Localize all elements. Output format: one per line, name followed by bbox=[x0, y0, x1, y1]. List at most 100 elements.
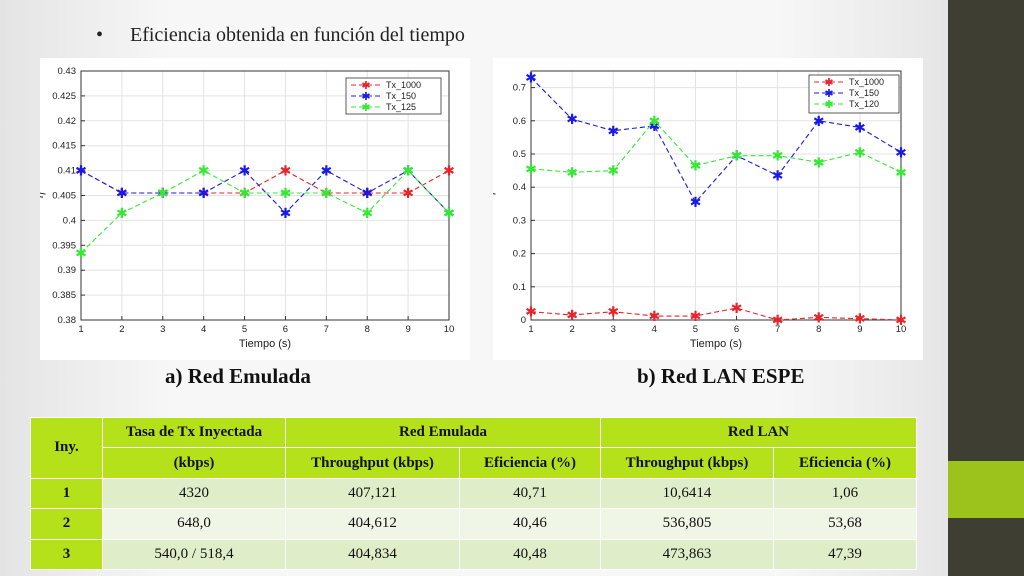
cell-tasa: 540,0 / 518,4 bbox=[102, 538, 286, 571]
y-tick-label: 0 bbox=[521, 315, 526, 326]
x-axis-label: Tiempo (s) bbox=[239, 338, 291, 350]
y-tick-label: 0.4 bbox=[513, 182, 526, 193]
chart-red-lan-espe: 0 0.1 0.2 0.3 0.4 0.5 0.6 0.7 1 2 3 4 5 6 7 8 9 10 Tiempo … bbox=[493, 58, 923, 360]
y-tick-label: 0.3 bbox=[513, 215, 526, 226]
data-point-marker: ✱ bbox=[116, 186, 128, 202]
cell-eficiencia-emulada: 40,48 bbox=[459, 538, 601, 571]
data-point-marker: ✱ bbox=[854, 120, 866, 136]
cell-iny: 3 bbox=[30, 538, 103, 571]
header-red-emulada: Red Emulada bbox=[285, 416, 601, 449]
data-point-marker: ✱ bbox=[525, 71, 537, 87]
data-point-marker: ✱ bbox=[320, 186, 332, 202]
y-axis-label: η bbox=[493, 192, 496, 199]
data-point-marker: ✱ bbox=[361, 186, 373, 202]
data-point-marker: ✱ bbox=[772, 313, 784, 329]
data-point-marker: ✱ bbox=[116, 206, 128, 222]
results-table: Iny. Tasa de Tx Inyectada Red Emulada Re… bbox=[30, 416, 918, 571]
x-tick-label: 9 bbox=[857, 324, 862, 335]
series-line-Tx_1000 bbox=[530, 307, 902, 321]
header-throughput-lan: Throughput (kbps) bbox=[600, 447, 774, 479]
data-point-marker: ✱ bbox=[566, 165, 578, 181]
y-tick-label: 0.7 bbox=[513, 83, 526, 94]
cell-iny: 1 bbox=[30, 477, 103, 510]
data-point-marker: ✱ bbox=[280, 164, 292, 180]
x-tick-label: 3 bbox=[160, 324, 165, 335]
cell-throughput-emulada: 407,121 bbox=[285, 477, 460, 510]
cell-eficiencia-emulada: 40,71 bbox=[459, 477, 601, 510]
data-point-marker: ✱ bbox=[854, 145, 866, 161]
legend-label: Tx_125 bbox=[386, 102, 416, 112]
data-point-marker: ✱ bbox=[895, 165, 907, 181]
header-tasa-line-1: Tasa de Tx Inyectada bbox=[102, 416, 286, 449]
data-point-marker: ✱ bbox=[648, 114, 660, 130]
table-header-row-2: (kbps) Throughput (kbps) Eficiencia (%) … bbox=[30, 447, 918, 479]
x-tick-label: 2 bbox=[119, 324, 124, 335]
cell-throughput-lan: 10,6414 bbox=[600, 477, 774, 510]
bullet-marker: • bbox=[96, 24, 104, 46]
header-tasa-line-2: (kbps) bbox=[102, 447, 286, 479]
data-point-marker: ✱ bbox=[402, 186, 414, 202]
caption-red-lan-espe: b) Red LAN ESPE bbox=[637, 364, 805, 388]
x-tick-label: 4 bbox=[652, 324, 657, 335]
legend-marker: ✱ bbox=[361, 101, 370, 114]
data-point-marker: ✱ bbox=[443, 164, 455, 180]
plot-frame bbox=[530, 70, 902, 321]
data-point-marker: ✱ bbox=[607, 124, 619, 140]
y-tick-label: 0.425 bbox=[52, 91, 76, 102]
data-point-marker: ✱ bbox=[320, 186, 332, 202]
legend-marker: ✱ bbox=[824, 76, 833, 89]
data-point-marker: ✱ bbox=[198, 186, 210, 202]
data-point-marker: ✱ bbox=[895, 145, 907, 161]
cell-eficiencia-lan: 1,06 bbox=[772, 477, 918, 510]
legend-label: Tx_1000 bbox=[849, 77, 884, 87]
chart-red-emulada: 0.38 0.385 0.39 0.395 0.4 0.405 0.41 0.415 0.42 0… bbox=[40, 58, 470, 360]
y-tick-label: 0.39 bbox=[58, 265, 77, 276]
data-point-marker: ✱ bbox=[690, 309, 702, 325]
x-tick-label: 7 bbox=[324, 324, 329, 335]
data-point-marker: ✱ bbox=[813, 310, 825, 326]
y-tick-label: 0.41 bbox=[58, 166, 77, 177]
data-point-marker: ✱ bbox=[525, 305, 537, 321]
table-row: 1 4320 407,121 40,71 10,6414 1,06 bbox=[30, 477, 918, 510]
data-point-marker: ✱ bbox=[854, 312, 866, 328]
x-tick-label: 7 bbox=[775, 324, 780, 335]
legend-marker: ✱ bbox=[361, 79, 370, 92]
series-line-Tx_125 bbox=[80, 169, 450, 254]
legend-label: Tx_150 bbox=[849, 88, 879, 98]
cell-throughput-emulada: 404,834 bbox=[285, 538, 460, 571]
cell-tasa: 648,0 bbox=[102, 508, 286, 540]
x-tick-label: 8 bbox=[365, 324, 370, 335]
data-point-marker: ✱ bbox=[361, 206, 373, 222]
data-point-marker: ✱ bbox=[607, 305, 619, 321]
cell-eficiencia-emulada: 40,46 bbox=[459, 508, 601, 540]
cell-throughput-lan: 536,805 bbox=[600, 508, 774, 540]
cell-tasa: 4320 bbox=[102, 477, 286, 510]
y-tick-label: 0.1 bbox=[513, 282, 526, 293]
x-axis-label: Tiempo (s) bbox=[690, 338, 742, 350]
data-point-marker: ✱ bbox=[731, 149, 743, 165]
legend-label: Tx_150 bbox=[386, 91, 416, 101]
chart-b-svg: 0 0.1 0.2 0.3 0.4 0.5 0.6 0.7 1 2 3 4 5 6 7 8 9 10 Tiempo … bbox=[493, 70, 907, 350]
data-point-marker: ✱ bbox=[772, 169, 784, 185]
x-tick-label: 1 bbox=[528, 324, 533, 335]
data-point-marker: ✱ bbox=[198, 186, 210, 202]
data-point-marker: ✱ bbox=[648, 309, 660, 325]
legend-marker: ✱ bbox=[824, 87, 833, 100]
series-line-Tx_150 bbox=[80, 169, 450, 214]
legend-label: Tx_1000 bbox=[386, 80, 421, 90]
y-axis-label: η bbox=[40, 192, 46, 199]
y-tick-label: 0.43 bbox=[58, 66, 77, 77]
legend-marker: ✱ bbox=[824, 98, 833, 111]
sidebar-accent-block bbox=[948, 461, 1024, 518]
data-point-marker: ✱ bbox=[566, 112, 578, 128]
y-tick-label: 0.38 bbox=[58, 315, 77, 326]
data-point-marker: ✱ bbox=[361, 186, 373, 202]
x-tick-label: 1 bbox=[78, 324, 83, 335]
data-point-marker: ✱ bbox=[772, 149, 784, 165]
data-point-marker: ✱ bbox=[157, 186, 169, 202]
data-point-marker: ✱ bbox=[402, 164, 414, 180]
cell-eficiencia-lan: 53,68 bbox=[772, 508, 918, 540]
y-tick-label: 0.42 bbox=[58, 116, 77, 127]
data-point-marker: ✱ bbox=[731, 301, 743, 317]
x-tick-label: 10 bbox=[444, 324, 455, 335]
